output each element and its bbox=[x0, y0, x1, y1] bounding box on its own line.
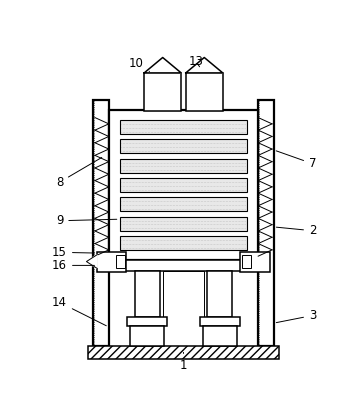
Text: 13: 13 bbox=[188, 55, 203, 68]
Bar bbox=[116, 255, 125, 269]
Bar bbox=[109, 110, 258, 260]
Polygon shape bbox=[186, 58, 223, 73]
Bar bbox=[127, 317, 167, 326]
Bar bbox=[242, 255, 251, 269]
Polygon shape bbox=[86, 255, 97, 269]
Bar bbox=[163, 271, 204, 346]
Bar bbox=[258, 100, 274, 346]
Bar bbox=[207, 271, 232, 317]
Text: 8: 8 bbox=[56, 157, 102, 189]
Bar bbox=[120, 178, 247, 192]
Text: 16: 16 bbox=[52, 259, 95, 272]
Bar bbox=[120, 120, 247, 134]
Bar bbox=[130, 326, 164, 346]
Text: 9: 9 bbox=[56, 214, 117, 227]
Text: 1: 1 bbox=[180, 352, 187, 372]
Text: 3: 3 bbox=[276, 309, 316, 322]
Bar bbox=[200, 317, 240, 326]
Bar bbox=[120, 139, 247, 153]
Text: 15: 15 bbox=[52, 246, 95, 259]
Bar bbox=[97, 251, 126, 271]
Bar bbox=[120, 159, 247, 173]
Polygon shape bbox=[144, 58, 181, 73]
Bar bbox=[88, 346, 279, 359]
Bar bbox=[120, 198, 247, 211]
Bar bbox=[186, 73, 223, 111]
Text: 7: 7 bbox=[276, 151, 316, 170]
Bar bbox=[120, 217, 247, 231]
Text: 2: 2 bbox=[276, 224, 316, 237]
Text: 10: 10 bbox=[129, 57, 150, 71]
Bar bbox=[241, 251, 270, 271]
Bar bbox=[135, 271, 160, 317]
Bar bbox=[144, 73, 181, 111]
Bar bbox=[203, 326, 237, 346]
Bar bbox=[120, 236, 247, 250]
Text: 14: 14 bbox=[52, 296, 106, 326]
Bar bbox=[109, 260, 258, 271]
Bar bbox=[93, 100, 109, 346]
